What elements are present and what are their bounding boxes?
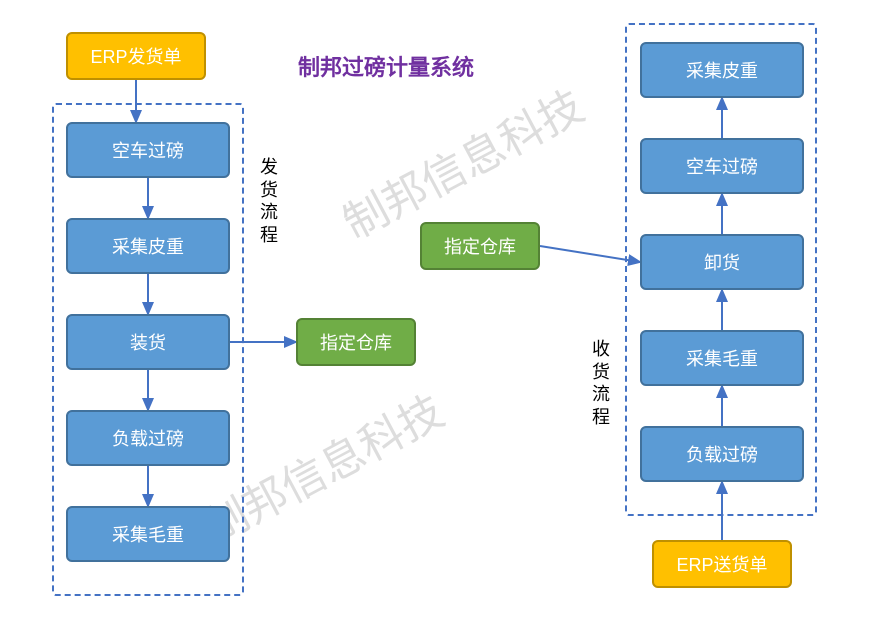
node-label: 采集皮重: [112, 233, 184, 259]
node-label: 指定仓库: [444, 233, 516, 259]
node-label: 空车过磅: [686, 153, 758, 179]
node-label: 采集毛重: [686, 345, 758, 371]
node-label: ERP发货单: [90, 43, 181, 69]
node-label: 卸货: [704, 249, 740, 275]
node-wh-left: 指定仓库: [296, 318, 416, 366]
node-label: 负载过磅: [112, 425, 184, 451]
node-l2: 采集皮重: [66, 218, 230, 274]
node-label: 采集皮重: [686, 57, 758, 83]
diagram-title: 制邦过磅计量系统: [298, 50, 474, 82]
node-l3: 装货: [66, 314, 230, 370]
node-label: 负载过磅: [686, 441, 758, 467]
node-r2: 空车过磅: [640, 138, 804, 194]
node-l4: 负载过磅: [66, 410, 230, 466]
node-erp-in: ERP送货单: [652, 540, 792, 588]
node-label: 装货: [130, 329, 166, 355]
node-l1: 空车过磅: [66, 122, 230, 178]
node-l5: 采集毛重: [66, 506, 230, 562]
node-erp-out: ERP发货单: [66, 32, 206, 80]
node-label: 采集毛重: [112, 521, 184, 547]
node-label: 空车过磅: [112, 137, 184, 163]
left-flow-label: 发货流程: [258, 156, 280, 246]
node-r1: 采集皮重: [640, 42, 804, 98]
node-label: 指定仓库: [320, 329, 392, 355]
right-flow-label: 收货流程: [590, 338, 612, 428]
node-label: ERP送货单: [676, 551, 767, 577]
node-r4: 采集毛重: [640, 330, 804, 386]
node-r3: 卸货: [640, 234, 804, 290]
node-r5: 负载过磅: [640, 426, 804, 482]
node-wh-right: 指定仓库: [420, 222, 540, 270]
